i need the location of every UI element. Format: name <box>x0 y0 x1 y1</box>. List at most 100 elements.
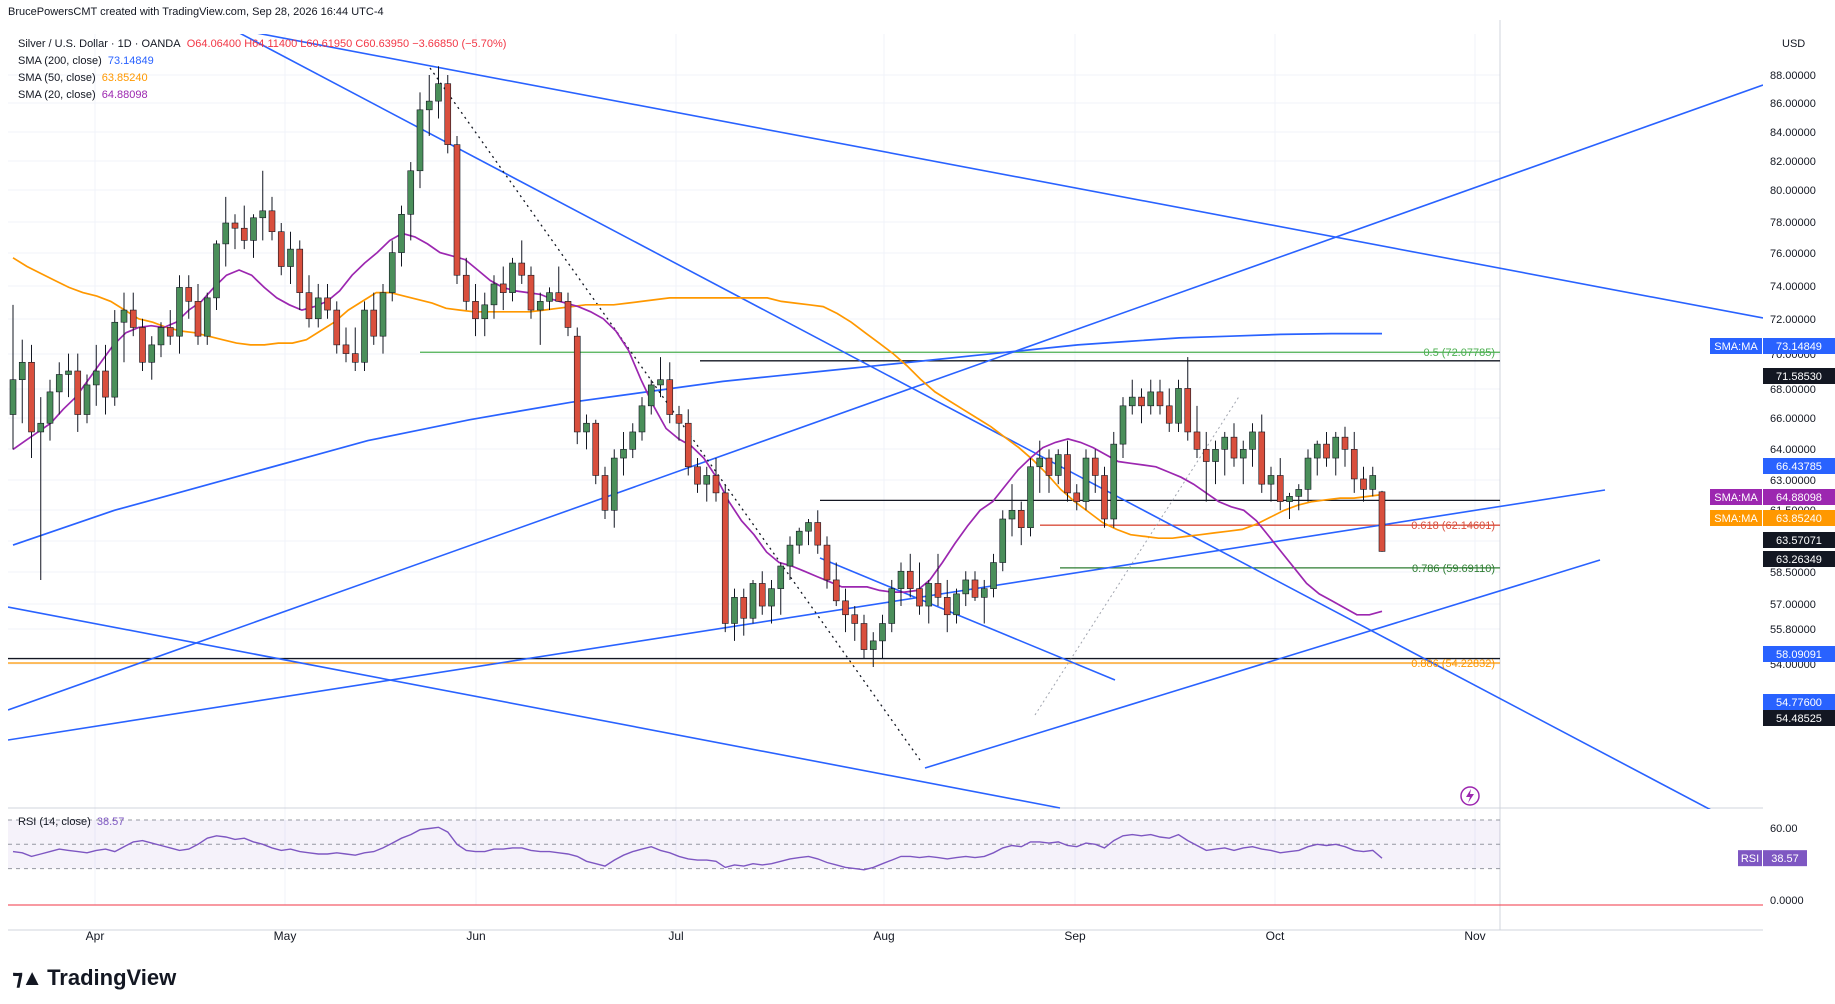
candle-body <box>1267 475 1275 485</box>
candle-body <box>564 301 572 328</box>
candle <box>1221 431 1229 476</box>
candle-body <box>906 570 914 589</box>
candle-body <box>1082 457 1090 502</box>
candle <box>1110 431 1118 528</box>
candle-body <box>1230 436 1238 459</box>
candle <box>9 304 17 450</box>
candle-body <box>1036 457 1044 468</box>
candle <box>1073 484 1081 511</box>
candle <box>1128 379 1136 415</box>
candle-body <box>240 227 248 241</box>
candle <box>1286 492 1293 519</box>
sma50-row: SMA (50, close) 63.85240 <box>18 70 506 87</box>
price-tag-value: 71.58530 <box>1776 371 1822 383</box>
candle-body <box>638 405 646 433</box>
candle-body <box>176 287 183 337</box>
candle <box>925 579 933 624</box>
tradingview-logo[interactable]: ⁊▲ TradingView <box>12 965 176 991</box>
candle <box>296 240 304 311</box>
candle-body <box>1165 405 1173 424</box>
candle-body <box>1350 449 1358 480</box>
main-grid <box>8 20 1763 931</box>
candle <box>259 170 267 241</box>
candle <box>740 588 748 636</box>
sma50-value: 63.85240 <box>101 72 148 84</box>
candle <box>694 458 701 493</box>
trend-line <box>257 34 1763 319</box>
candle-body <box>934 583 942 598</box>
candle <box>92 344 100 406</box>
candle-body <box>55 374 63 393</box>
candle-body <box>120 309 128 323</box>
candle <box>361 301 368 371</box>
price-level-label: 0.5 (72.07785) <box>1423 347 1495 359</box>
trend-line <box>239 34 1711 809</box>
candle <box>194 283 202 345</box>
candle-body <box>786 544 794 567</box>
candle-body <box>453 144 461 276</box>
candle <box>721 484 729 633</box>
candle-body <box>1276 475 1284 502</box>
trend-line <box>8 84 1763 711</box>
candle <box>860 614 868 659</box>
candle <box>462 257 470 311</box>
currency-label[interactable]: USD <box>1782 38 1806 50</box>
candle <box>768 579 775 624</box>
candle-body <box>129 309 137 328</box>
price-tag-value: 63.26349 <box>1776 554 1822 566</box>
candle <box>351 327 359 371</box>
candle <box>1091 449 1099 493</box>
price-tag: 63.26349 <box>1763 551 1835 567</box>
price-tag-label-box <box>1710 489 1762 505</box>
candle-body <box>1313 443 1321 459</box>
candle-body <box>703 475 711 485</box>
trend-line <box>8 606 1061 809</box>
candle-body <box>416 109 424 172</box>
candle <box>897 562 905 607</box>
candle <box>1184 357 1192 441</box>
candle <box>814 510 822 554</box>
candle-body <box>333 309 341 346</box>
price-tag-label: SMA:MA <box>1714 513 1758 525</box>
candle <box>1138 388 1145 424</box>
candle <box>1239 440 1247 485</box>
candle-body <box>777 565 785 589</box>
rsi-pane <box>8 819 1500 871</box>
trend-lines <box>8 34 1763 809</box>
candle-body <box>1147 391 1155 407</box>
candle <box>592 419 600 485</box>
candle <box>18 339 26 424</box>
y-tick-label: 68.00000 <box>1770 384 1816 396</box>
rsi-legend: RSI (14, close) 38.57 <box>18 816 124 828</box>
candle <box>684 409 692 476</box>
candle-body <box>1091 457 1099 476</box>
sma200-value: 73.14849 <box>107 55 154 67</box>
rsi-tag-value: 38.57 <box>1771 853 1799 865</box>
candle-body <box>444 83 452 145</box>
candle <box>1332 431 1340 476</box>
candle-body <box>250 217 257 241</box>
candle-body <box>472 301 479 320</box>
y-tick-label: 72.00000 <box>1770 314 1816 326</box>
candle-body <box>1221 436 1229 450</box>
candle <box>906 553 914 598</box>
x-tick-label: Apr <box>86 929 105 943</box>
price-tag-box <box>1763 694 1835 710</box>
candle <box>277 223 285 276</box>
candle-body <box>1193 431 1201 450</box>
candle <box>509 257 516 302</box>
rsi-label: RSI (14, close) <box>18 816 91 828</box>
price-tag-value: 54.48525 <box>1776 713 1822 725</box>
candle-body <box>832 579 840 602</box>
candle <box>83 374 91 424</box>
candle <box>324 283 331 319</box>
event-icon[interactable] <box>1460 786 1480 806</box>
candle <box>453 135 461 284</box>
y-tick-label: 82.00000 <box>1770 156 1816 168</box>
y-tick-label: 88.00000 <box>1770 70 1816 82</box>
candle <box>416 92 424 189</box>
candle-body <box>1369 475 1377 490</box>
candle-body <box>1212 449 1219 462</box>
candle <box>980 579 988 624</box>
